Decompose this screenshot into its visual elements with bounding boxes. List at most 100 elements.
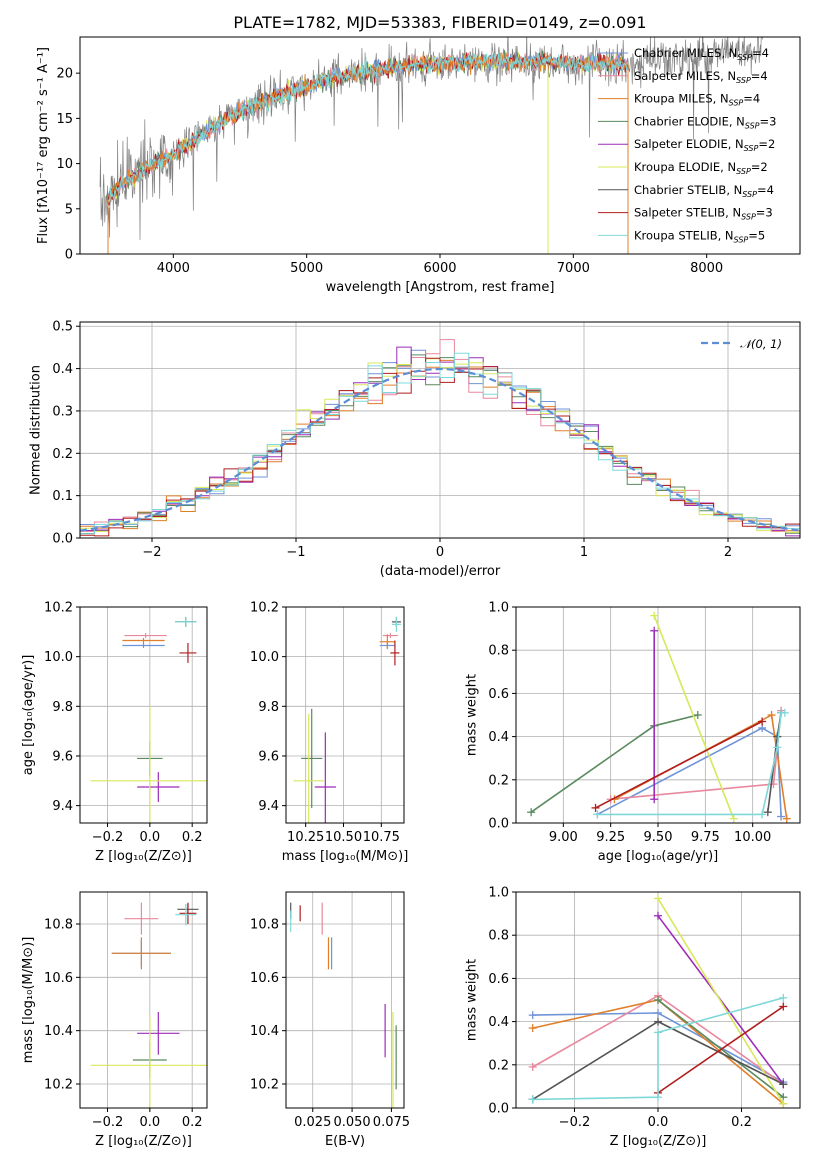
legend-item: Kroupa MILES, NSSP=4 — [598, 92, 760, 108]
y-tick-label: 1.0 — [488, 601, 509, 616]
weight-marker-chabrier_stelib — [773, 732, 782, 741]
weight-marker-kroupa_miles — [782, 814, 791, 823]
errorbar-point-salpeter_miles — [124, 633, 167, 639]
errorbar-point-salpeter_stelib — [390, 640, 400, 666]
errorbar-point-kroupa_miles — [111, 937, 172, 970]
legend-label-sub: SSP — [736, 76, 751, 85]
y-tick-label: 9.4 — [52, 799, 73, 814]
y-tick-label: 0.4 — [488, 1015, 509, 1030]
weight-marker-chabrier_stelib — [654, 1017, 662, 1026]
axes-frame — [285, 891, 405, 1109]
weight-marker-kroupa_stelib — [654, 1093, 662, 1102]
axes-frame — [285, 606, 405, 824]
weight-marker-chabrier_miles — [777, 812, 786, 821]
x-tick-label: 0.2 — [182, 1115, 203, 1130]
weight-line-chabrier_elodie — [657, 999, 784, 1098]
legend-label-post: =2 — [758, 137, 775, 151]
x-tick-label: 0 — [436, 545, 444, 560]
y-tick-label: 9.6 — [52, 749, 73, 764]
x-tick-label: 0.0 — [140, 830, 161, 845]
y-tick-label: 10.4 — [250, 1024, 279, 1039]
weight-marker-kroupa_stelib — [758, 810, 767, 819]
x-tick-label: 8000 — [690, 261, 723, 276]
x-axis-label: E(B-V) — [325, 1134, 365, 1149]
legend-label-main: Kroupa STELIB, N — [634, 228, 734, 242]
x-tick-label: 4000 — [157, 261, 190, 276]
x-tick-label: 10.50 — [325, 830, 362, 845]
y-tick-label: 10.0 — [44, 650, 73, 665]
legend-label-post: =4 — [752, 46, 769, 60]
y-tick-label: 0.8 — [488, 644, 509, 659]
y-tick-label: 0.4 — [52, 362, 73, 377]
y-tick-label: 10.6 — [44, 971, 73, 986]
y-tick-label: 0.8 — [488, 929, 509, 944]
x-tick-label: 0.025 — [294, 1115, 331, 1130]
legend-item: Chabrier MILES, NSSP=4 — [598, 46, 769, 62]
errorbar-point-salpeter_stelib — [179, 643, 197, 663]
y-axis-label: Normed distribution — [29, 365, 44, 495]
normal-distribution-curve — [80, 367, 800, 532]
y-tick-label: 0.6 — [488, 972, 509, 987]
plot-area — [90, 902, 207, 1108]
y-tick-label: 15 — [56, 112, 73, 127]
legend-label-sub: SSP — [742, 190, 757, 199]
errorbar-point-kroupa_stelib — [175, 616, 197, 627]
y-axis-label: mass weight — [465, 959, 480, 1041]
errorbar-point-salpeter_miles — [124, 902, 159, 935]
model-spectrum-kroupa_stelib — [106, 52, 628, 207]
y-tick-label: 0.5 — [52, 320, 73, 335]
x-tick-label: −2 — [142, 545, 161, 560]
x-axis-label: Z [log₁₀(Z/Z⊙)] — [95, 849, 192, 864]
weight-marker-salpeter_stelib — [758, 717, 767, 726]
y-tick-label: 0.0 — [488, 817, 509, 832]
errorbar-point-salpeter_elodie — [137, 1012, 180, 1055]
legend-label: Kroupa STELIB, NSSP=5 — [634, 228, 765, 244]
x-axis-label: wavelength [Angstrom, rest frame] — [326, 280, 555, 295]
legend: Chabrier MILES, NSSP=4 Salpeter MILES, NS… — [598, 46, 776, 244]
y-tick-label: 9.6 — [258, 749, 279, 764]
y-tick-label: 10.2 — [44, 1078, 73, 1093]
weight-marker-salpeter_miles — [528, 1062, 537, 1071]
weight-line-kroupa_elodie — [653, 615, 735, 819]
errorbar-point-salpeter_elodie — [137, 772, 180, 802]
weight-line-kroupa_elodie — [657, 898, 784, 1105]
legend-label: Chabrier STELIB, NSSP=4 — [634, 183, 774, 199]
weight-marker-kroupa_stelib — [773, 743, 782, 752]
y-tick-label: 0.6 — [488, 687, 509, 702]
y-tick-label: 9.8 — [258, 700, 279, 715]
x-axis-label: mass [log₁₀(M/M⊙)] — [282, 849, 409, 864]
legend-label-post: =5 — [748, 228, 765, 242]
legend-label-main: Kroupa MILES, N — [634, 92, 729, 106]
legend-label: Salpeter MILES, NSSP=4 — [634, 69, 768, 85]
y-tick-label: 10.6 — [250, 971, 279, 986]
y-tick-label: 10.2 — [250, 601, 279, 616]
weight-marker-kroupa_stelib — [528, 1095, 537, 1104]
plot-area — [99, 37, 763, 254]
x-tick-label: 0.050 — [333, 1115, 370, 1130]
plot-area — [528, 894, 788, 1108]
x-tick-label: 0.0 — [140, 1115, 161, 1130]
y-tick-label: 9.8 — [52, 700, 73, 715]
x-axis-label: age [log₁₀(age/yr)] — [598, 849, 719, 864]
weight-line-kroupa_stelib — [532, 997, 784, 1101]
weight-line-salpeter_stelib — [657, 1005, 784, 1094]
legend-label-post: =2 — [751, 160, 768, 174]
weight-marker-kroupa_elodie — [779, 1099, 788, 1108]
legend-label-main: Chabrier STELIB, N — [634, 183, 742, 197]
x-tick-label: 5000 — [290, 261, 323, 276]
weight-marker-chabrier_miles — [654, 1008, 662, 1017]
errorbar-point-salpeter_stelib — [179, 902, 197, 924]
x-tick-label: −0.2 — [559, 1115, 591, 1130]
weight-marker-salpeter_elodie — [650, 795, 659, 804]
legend: 𝒩(0, 1) — [701, 337, 782, 351]
weight-line-kroupa_miles — [614, 713, 788, 819]
y-tick-label: 10.2 — [250, 1078, 279, 1093]
y-tick-label: 20 — [56, 67, 73, 82]
errorbar-point-kroupa_miles — [122, 638, 165, 643]
legend-label: Chabrier MILES, NSSP=4 — [634, 46, 769, 62]
x-axis-label: Z [log₁₀(Z/Z⊙)] — [95, 1134, 192, 1149]
legend-label-main: Kroupa ELODIE, N — [634, 160, 736, 174]
x-tick-label: 6000 — [423, 261, 456, 276]
errorbar-point-kroupa_elodie — [90, 706, 207, 823]
legend-label-sub: SSP — [744, 144, 759, 153]
